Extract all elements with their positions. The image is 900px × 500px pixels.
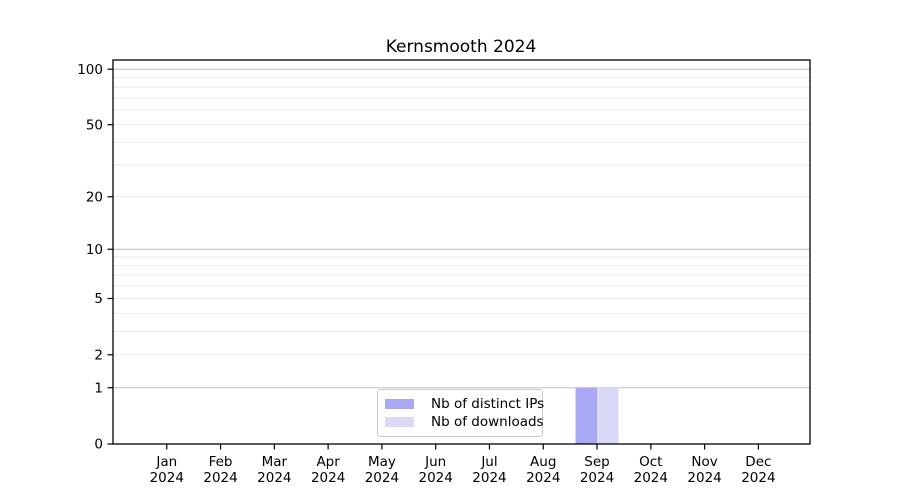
legend-swatch-distinct-ips [385, 398, 414, 409]
x-tick-label-month-aug: Aug [530, 454, 556, 470]
x-tick-label-month-dec: Dec [745, 454, 771, 470]
x-tick-label-year-oct: 2024 [634, 470, 668, 486]
x-tick-label-month-nov: Nov [691, 454, 717, 470]
x-tick-label-year-dec: 2024 [741, 470, 775, 486]
x-tick-label-year-jul: 2024 [472, 470, 506, 486]
x-tick-label-month-jun: Jun [424, 454, 446, 470]
y-tick-label-5: 5 [94, 291, 103, 307]
x-tick-label-year-aug: 2024 [526, 470, 560, 486]
x-tick-label-month-apr: Apr [316, 454, 340, 470]
x-tick-label-month-jan: Jan [155, 454, 177, 470]
y-tick-label-10: 10 [86, 242, 103, 258]
x-tick-label-month-mar: Mar [262, 454, 288, 470]
y-tick-label-2: 2 [94, 348, 103, 364]
y-tick-label-50: 50 [86, 117, 103, 133]
y-tick-label-0: 0 [94, 437, 103, 453]
bar-distinct-ips-sep [575, 387, 598, 444]
legend-item-distinct-ips: Nb of distinct IPs [378, 395, 545, 412]
x-tick-label-year-mar: 2024 [257, 470, 291, 486]
legend-item-downloads: Nb of downloads [378, 414, 544, 431]
x-tick-label-month-oct: Oct [639, 454, 662, 470]
plot-border [112, 59, 811, 445]
x-tick-label-month-may: May [368, 454, 396, 470]
x-tick-label-year-apr: 2024 [311, 470, 345, 486]
legend-swatch-downloads [385, 417, 414, 428]
y-tick-label-20: 20 [86, 189, 103, 205]
legend-label-downloads: Nb of downloads [431, 414, 544, 431]
x-tick-label-year-feb: 2024 [203, 470, 237, 486]
y-tick-label-100: 100 [77, 62, 103, 78]
x-tick-label-month-feb: Feb [209, 454, 233, 470]
y-tick-label-1: 1 [94, 380, 103, 396]
x-tick-label-month-jul: Jul [480, 454, 497, 470]
legend-label-distinct-ips: Nb of distinct IPs [431, 395, 545, 412]
chart-title: Kernsmooth 2024 [386, 37, 537, 57]
x-tick-label-year-jun: 2024 [419, 470, 453, 486]
x-tick-label-month-sep: Sep [584, 454, 609, 470]
bar-downloads-sep [597, 387, 619, 444]
legend: Nb of distinct IPs Nb of downloads [377, 389, 545, 437]
x-tick-label-year-may: 2024 [365, 470, 399, 486]
x-tick-label-year-jan: 2024 [150, 470, 184, 486]
x-tick-label-year-sep: 2024 [580, 470, 614, 486]
x-tick-label-year-nov: 2024 [687, 470, 721, 486]
